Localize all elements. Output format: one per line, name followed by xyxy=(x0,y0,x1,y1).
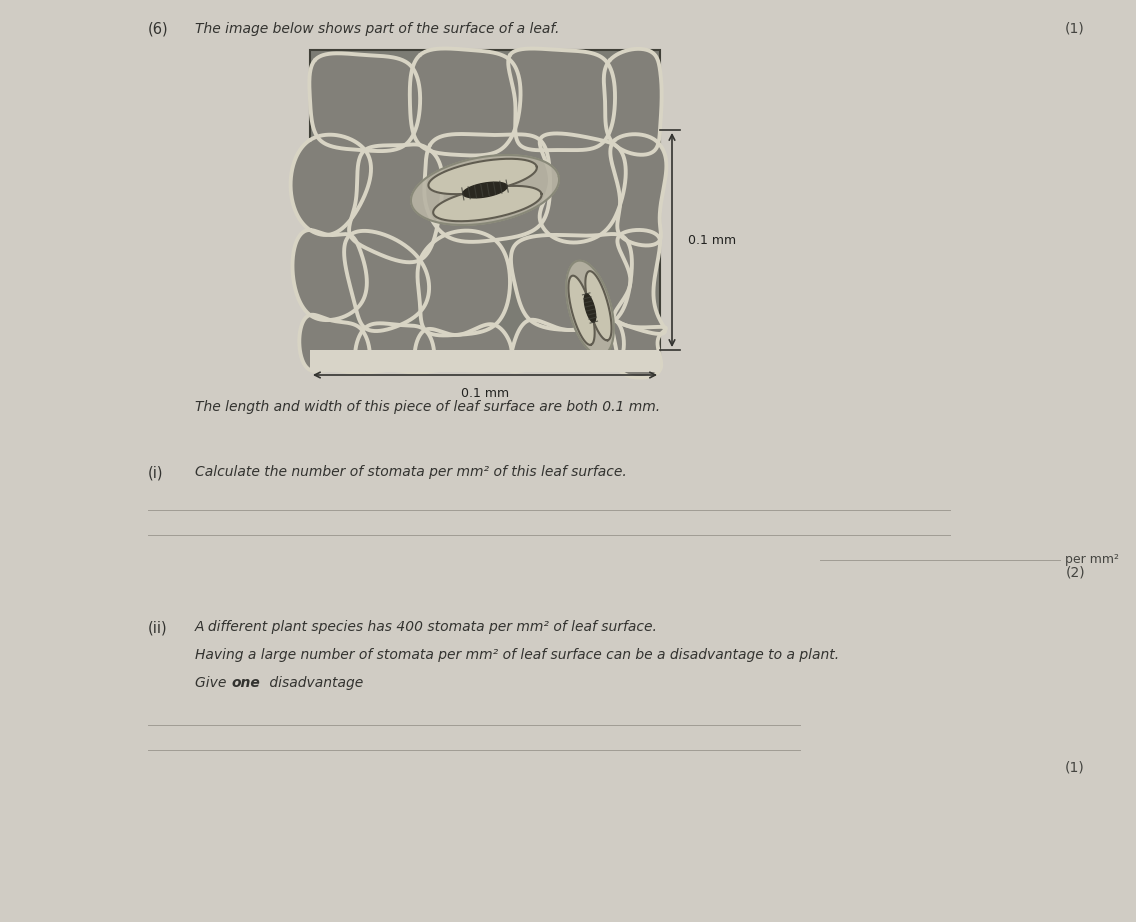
Polygon shape xyxy=(425,134,550,242)
Text: The image below shows part of the surface of a leaf.: The image below shows part of the surfac… xyxy=(195,22,559,36)
Text: (1): (1) xyxy=(1066,22,1085,36)
Text: per mm²: per mm² xyxy=(1066,553,1119,566)
Text: (1): (1) xyxy=(1066,760,1085,774)
Polygon shape xyxy=(613,230,665,334)
Polygon shape xyxy=(509,318,624,372)
Polygon shape xyxy=(309,53,420,151)
Polygon shape xyxy=(584,294,595,322)
Polygon shape xyxy=(540,134,626,242)
Polygon shape xyxy=(610,135,667,245)
Polygon shape xyxy=(411,155,559,225)
Polygon shape xyxy=(292,230,367,320)
Text: (i): (i) xyxy=(148,465,164,480)
Polygon shape xyxy=(299,314,370,372)
Text: one: one xyxy=(232,676,261,690)
Polygon shape xyxy=(612,320,666,378)
Text: (2): (2) xyxy=(1066,565,1085,579)
Text: 0.1 mm: 0.1 mm xyxy=(688,233,736,246)
Text: (ii): (ii) xyxy=(148,620,168,635)
Polygon shape xyxy=(566,261,613,355)
Polygon shape xyxy=(428,159,537,195)
Polygon shape xyxy=(349,145,443,262)
Text: A different plant species has 400 stomata per mm² of leaf surface.: A different plant species has 400 stomat… xyxy=(195,620,658,634)
Polygon shape xyxy=(568,276,594,345)
Text: (6): (6) xyxy=(148,22,168,37)
Polygon shape xyxy=(433,186,542,221)
Polygon shape xyxy=(585,271,611,340)
Polygon shape xyxy=(344,230,429,331)
Polygon shape xyxy=(415,325,511,372)
Bar xyxy=(310,350,660,372)
Text: 0.1 mm: 0.1 mm xyxy=(461,387,509,400)
Text: disadvantage: disadvantage xyxy=(265,676,364,690)
Polygon shape xyxy=(291,135,371,235)
Polygon shape xyxy=(604,49,661,155)
Polygon shape xyxy=(356,324,434,373)
Polygon shape xyxy=(508,49,615,150)
Polygon shape xyxy=(462,183,507,198)
Text: Give: Give xyxy=(195,676,235,690)
Text: Having a large number of stomata per mm² of leaf surface can be a disadvantage t: Having a large number of stomata per mm²… xyxy=(195,648,840,662)
Text: The length and width of this piece of leaf surface are both 0.1 mm.: The length and width of this piece of le… xyxy=(195,400,660,414)
Polygon shape xyxy=(511,234,632,330)
Text: Calculate the number of stomata per mm² of this leaf surface.: Calculate the number of stomata per mm² … xyxy=(195,465,627,479)
Bar xyxy=(310,50,660,370)
Polygon shape xyxy=(418,230,510,336)
Polygon shape xyxy=(410,49,520,156)
